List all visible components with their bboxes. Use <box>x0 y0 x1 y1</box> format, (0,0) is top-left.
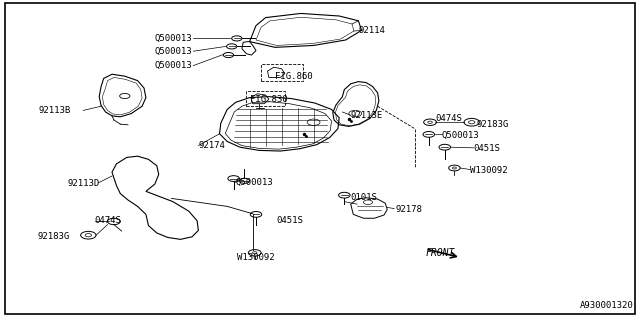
Text: 92174: 92174 <box>198 141 225 150</box>
Text: 92183G: 92183G <box>37 232 69 241</box>
Text: Q500013: Q500013 <box>154 61 192 70</box>
Text: 0451S: 0451S <box>474 144 500 153</box>
Text: Q500013: Q500013 <box>154 34 192 43</box>
Text: 92113E: 92113E <box>351 111 383 120</box>
Text: 92183G: 92183G <box>477 120 509 129</box>
Bar <box>261 64 303 81</box>
Text: 92113D: 92113D <box>67 179 99 188</box>
Text: Q500013: Q500013 <box>442 131 479 140</box>
Bar <box>246 91 285 106</box>
Text: Q500013: Q500013 <box>236 178 273 187</box>
Text: A930001320: A930001320 <box>580 301 634 310</box>
Text: FIG.860: FIG.860 <box>275 72 313 81</box>
Text: Q500013: Q500013 <box>154 47 192 56</box>
Text: 0101S: 0101S <box>350 193 377 202</box>
Text: 92178: 92178 <box>396 205 422 214</box>
Text: W130092: W130092 <box>470 166 508 175</box>
Text: 92113B: 92113B <box>38 106 70 115</box>
Text: 92114: 92114 <box>358 26 385 35</box>
Text: 0474S: 0474S <box>435 114 462 123</box>
Text: 0474S: 0474S <box>95 216 122 225</box>
Text: W130092: W130092 <box>237 253 275 262</box>
Text: FRONT: FRONT <box>426 248 455 259</box>
Text: FIG.830: FIG.830 <box>250 95 287 104</box>
Text: 0451S: 0451S <box>276 216 303 225</box>
